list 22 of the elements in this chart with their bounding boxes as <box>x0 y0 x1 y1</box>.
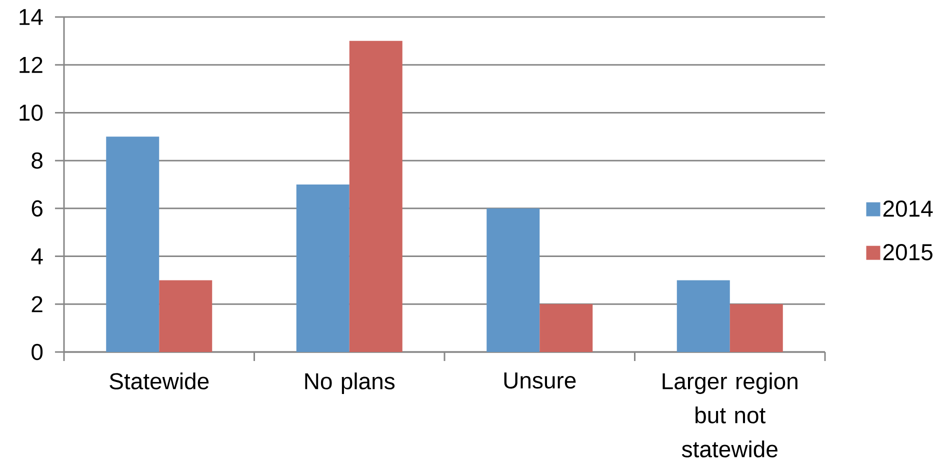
y-tick-label: 6 <box>32 200 42 217</box>
bar <box>349 40 402 352</box>
x-tick-label: Statewide <box>110 372 209 390</box>
y-tick-label: 2 <box>32 296 42 312</box>
bar <box>486 208 540 352</box>
y-tick-label: 10 <box>20 104 43 121</box>
y-tick-label: 8 <box>32 152 42 169</box>
legend-label: 2015 <box>883 244 932 260</box>
bar <box>730 304 783 352</box>
bar <box>296 184 350 352</box>
y-tick-label: 12 <box>20 56 42 73</box>
bar <box>676 280 730 352</box>
y-tick-label: 0 <box>32 344 43 360</box>
x-tick-label: Unsure <box>504 372 576 389</box>
legend-label: 2014 <box>883 200 933 217</box>
bar <box>106 136 160 352</box>
y-tick-label: 4 <box>31 248 43 264</box>
bar <box>540 304 593 352</box>
x-tick-label: No plans <box>305 372 395 394</box>
x-tick-label: Larger region but not statewide <box>662 372 798 458</box>
y-tick-label: 14 <box>20 9 43 25</box>
bar <box>159 280 212 352</box>
